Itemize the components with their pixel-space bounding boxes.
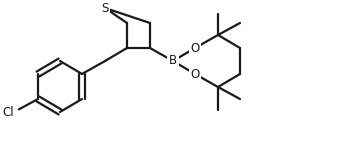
Text: B: B — [169, 55, 177, 67]
Text: O: O — [190, 42, 199, 55]
Text: O: O — [190, 67, 199, 80]
Text: Cl: Cl — [2, 105, 14, 118]
Text: S: S — [101, 1, 109, 14]
